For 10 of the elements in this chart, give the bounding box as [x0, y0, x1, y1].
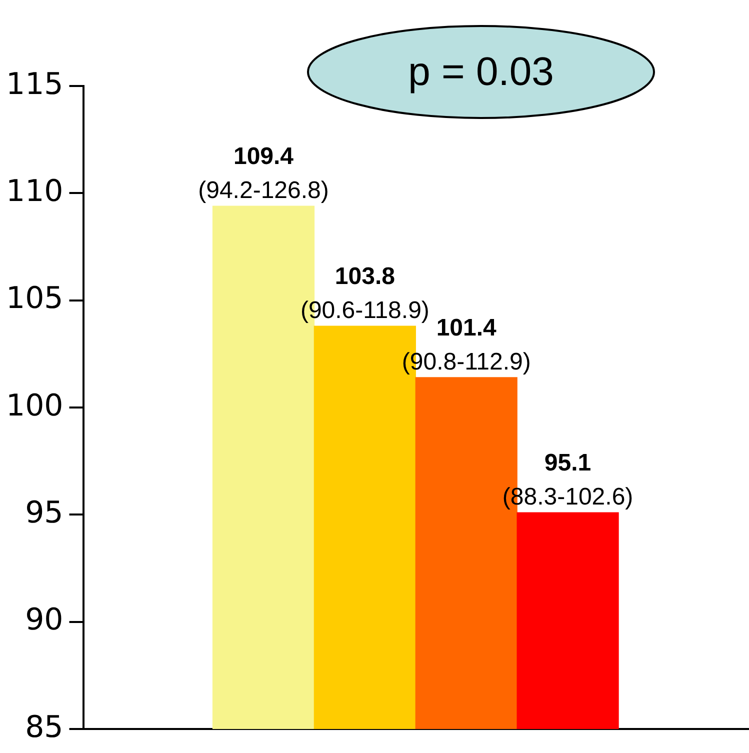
data-label: 109.4 (94.2-126.8): [198, 143, 329, 204]
annotation: p = 0.03: [407, 48, 555, 96]
y-tick-label: 105: [6, 281, 64, 316]
ellipse-callout: p = 0.03: [306, 24, 656, 120]
y-tick-label: 90: [25, 602, 64, 638]
y-tick-label: 100: [6, 388, 64, 424]
y-tick-label: 110: [6, 174, 64, 209]
y-tick-label: 115: [6, 66, 64, 102]
y-tick-label: 85: [25, 710, 64, 745]
y-tick-label: 95: [25, 495, 64, 530]
